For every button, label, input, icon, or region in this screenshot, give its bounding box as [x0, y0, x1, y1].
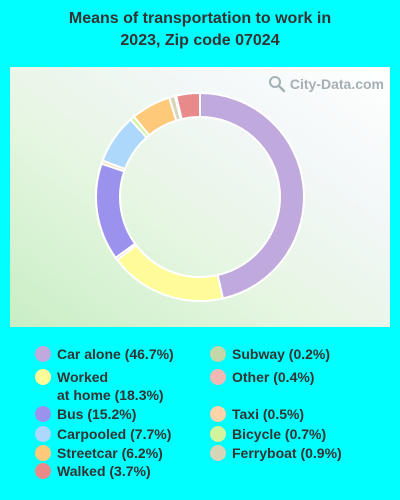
- legend-label: Carpooled (7.7%): [57, 426, 172, 442]
- legend-swatch: [210, 445, 226, 461]
- legend-item-right-3: Bicycle (0.7%): [210, 425, 326, 443]
- legend-label: Bicycle (0.7%): [232, 426, 327, 442]
- legend-swatch: [35, 369, 51, 385]
- legend-item-left-3: Carpooled (7.7%): [35, 425, 171, 443]
- legend-item-right-0: Subway (0.2%): [210, 345, 330, 363]
- legend-swatch: [35, 426, 51, 442]
- legend-label: Streetcar (6.2%): [57, 445, 163, 461]
- legend-label: Car alone (46.7%): [57, 346, 174, 362]
- legend-item-left-1: Worked at home (18.3%): [35, 368, 164, 404]
- donut-slice-0[interactable]: [199, 91, 305, 300]
- legend-item-left-5: Walked (3.7%): [35, 462, 151, 480]
- legend-label: Bus (15.2%): [57, 406, 137, 422]
- magnifier-icon: [268, 76, 286, 93]
- legend-item-left-0: Car alone (46.7%): [35, 345, 174, 363]
- donut-slice-10[interactable]: [174, 91, 201, 121]
- watermark: City-Data.com: [268, 75, 384, 93]
- legend-label: Worked at home (18.3%): [57, 369, 164, 403]
- legend-label: Subway (0.2%): [232, 346, 331, 362]
- legend-swatch: [210, 346, 226, 362]
- legend-label: Other (0.4%): [232, 369, 315, 385]
- chart-title-line-2: 2023, Zip code 07024: [120, 32, 280, 49]
- donut-slice-1[interactable]: [115, 243, 225, 302]
- legend-swatch: [35, 346, 51, 362]
- legend-label: Walked (3.7%): [57, 463, 151, 479]
- chart-title-line-1: Means of transportation to work in: [68, 10, 332, 27]
- legend-label: Taxi (0.5%): [232, 406, 305, 422]
- legend-item-left-2: Bus (15.2%): [35, 405, 136, 423]
- legend-item-right-1: Other (0.4%): [210, 368, 314, 386]
- legend-swatch: [35, 445, 51, 461]
- legend-swatch: [210, 406, 226, 422]
- watermark-text: City-Data.com: [289, 76, 384, 92]
- legend-swatch: [210, 369, 226, 385]
- chart-title: Means of transportation to work in 2023,…: [0, 8, 400, 52]
- legend-item-right-4: Ferryboat (0.9%): [210, 444, 342, 462]
- legend-item-left-4: Streetcar (6.2%): [35, 444, 163, 462]
- donut-slice-3[interactable]: [95, 162, 137, 260]
- legend-swatch: [35, 406, 51, 422]
- legend-label: Ferryboat (0.9%): [232, 445, 342, 461]
- legend-item-right-2: Taxi (0.5%): [210, 405, 304, 423]
- legend-swatch: [35, 463, 51, 479]
- legend-swatch: [210, 426, 226, 442]
